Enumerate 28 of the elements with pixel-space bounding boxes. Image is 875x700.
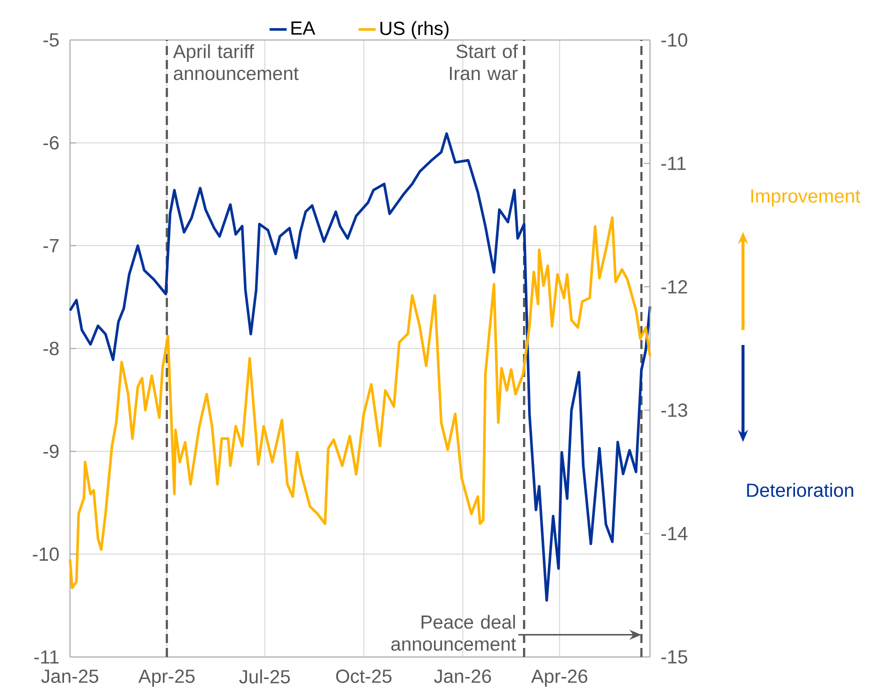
- y2-tick-label: -12: [661, 280, 688, 294]
- ref-line-label: Peace deal announcement: [391, 614, 516, 651]
- y2-tick-label: -13: [661, 403, 688, 417]
- legend-label: EA: [292, 22, 316, 35]
- x-tick-label: Apr-25: [138, 670, 195, 687]
- ref-line-label: Start of Iran war: [450, 44, 518, 80]
- text: Deterioration: [747, 483, 854, 497]
- y2-tick-label: -10: [661, 33, 688, 47]
- x-tick-label: Apr-26: [531, 670, 588, 687]
- legend-label: US (rhs): [380, 21, 449, 39]
- y2-tick-label: -14: [661, 527, 688, 540]
- line-series: [68, 216, 652, 590]
- y-tick-label: -8: [43, 342, 59, 356]
- y-tick-label: -7: [43, 239, 59, 252]
- y2-tick-label: -11: [661, 156, 686, 170]
- text: Improvement: [751, 189, 860, 206]
- x-tick-label: Jul-25: [239, 670, 290, 684]
- x-tick-label: Oct-25: [336, 670, 392, 683]
- line-series: [68, 132, 652, 602]
- y-tick-label: -6: [43, 136, 59, 150]
- x-tick-label: Jan-26: [434, 670, 491, 683]
- x-tick-label: Jan-25: [41, 670, 98, 683]
- y2-tick-label: -15: [661, 650, 688, 664]
- y-tick-label: -10: [32, 547, 59, 561]
- ref-line-label: April tariff announcement: [173, 44, 299, 80]
- y-tick-label: -9: [43, 444, 59, 458]
- y-tick-label: -5: [43, 33, 59, 47]
- y-tick-label: -11: [34, 650, 59, 664]
